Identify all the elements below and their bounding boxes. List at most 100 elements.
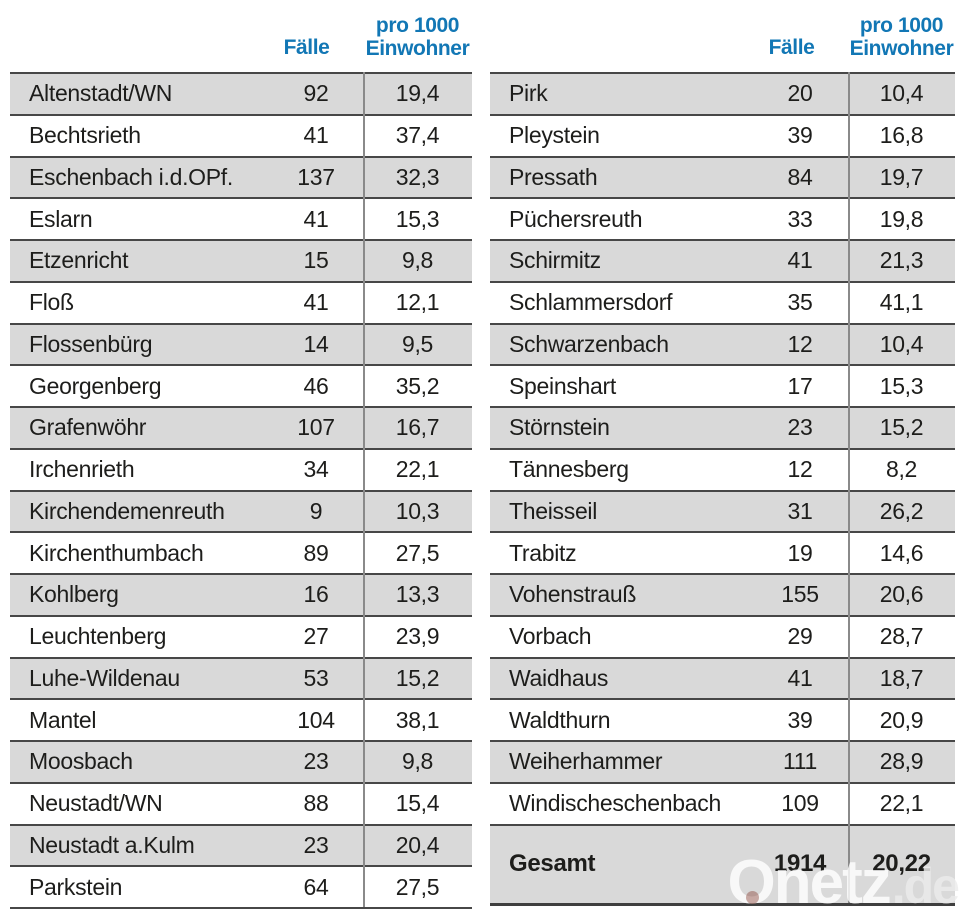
municipality-name: Eslarn [29, 205, 93, 232]
municipality-name: Leuchtenberg [29, 623, 167, 650]
pro1000-value: 10,4 [879, 330, 924, 357]
municipality-name: Neustadt/WN [29, 790, 163, 817]
table-row: Windischeschenbach 109 22,1 [490, 781, 955, 824]
pro1000-value: 32,3 [395, 163, 440, 190]
pro1000-value: 21,3 [879, 247, 924, 274]
municipality-name: Windischeschenbach [509, 790, 721, 817]
municipality-name: Kirchendemenreuth [29, 497, 225, 524]
faelle-value: 12 [787, 456, 813, 483]
pro1000-value: 19,7 [879, 163, 924, 190]
column-divider [848, 72, 850, 903]
table-row: Pressath 84 19,7 [490, 155, 955, 198]
municipality-name: Flossenbürg [29, 330, 153, 357]
municipality-name: Kohlberg [29, 581, 119, 608]
faelle-value: 39 [787, 122, 813, 149]
pro1000-value: 37,4 [395, 122, 440, 149]
faelle-value: 12 [787, 330, 813, 357]
pro1000-column-header: pro 1000 Einwohner [848, 14, 955, 60]
municipality-name: Parkstein [29, 873, 123, 900]
faelle-value: 15 [303, 247, 329, 274]
municipality-name: Bechtsrieth [29, 122, 141, 149]
table-row: Kohlberg 16 13,3 [10, 573, 472, 615]
municipality-name: Püchersreuth [509, 205, 643, 232]
pro1000-value: 9,8 [401, 748, 434, 775]
table-row: Kirchenthumbach 89 27,5 [10, 531, 472, 573]
municipality-name: Grafenwöhr [29, 414, 147, 441]
municipality-name: Floß [29, 289, 74, 316]
pro1000-value: 10,4 [879, 80, 924, 107]
faelle-value: 33 [787, 205, 813, 232]
table-row: Altenstadt/WN 92 19,4 [10, 72, 472, 114]
faelle-value: 14 [303, 330, 329, 357]
table-row: Eslarn 41 15,3 [10, 197, 472, 239]
municipality-name: Tännesberg [509, 456, 629, 483]
municipality-name: Trabitz [509, 539, 577, 566]
pro1000-value: 19,4 [395, 80, 440, 107]
faelle-value: 84 [787, 163, 813, 190]
municipality-name: Kirchenthumbach [29, 539, 204, 566]
pro1000-value: 15,2 [879, 414, 924, 441]
pro1000-value: 9,8 [401, 247, 434, 274]
pro1000-header-line1: pro 1000 [859, 14, 944, 37]
table-row: Püchersreuth 33 19,8 [490, 197, 955, 239]
faelle-value: 41 [787, 247, 813, 274]
municipalities-table-left: Altenstadt/WN 92 19,4 Bechtsrieth 41 37,4 Esch… [10, 72, 472, 909]
pro1000-value: 20,6 [879, 581, 924, 608]
table-row: Neustadt a.Kulm 23 20,4 [10, 823, 472, 866]
faelle-value: 29 [787, 623, 813, 650]
faelle-value: 41 [303, 122, 329, 149]
table-row: Kirchendemenreuth 9 10,3 [10, 489, 472, 532]
faelle-value: 53 [303, 664, 329, 691]
pro1000-header-line1: pro 1000 [375, 14, 460, 37]
pro1000-value: 28,7 [879, 623, 924, 650]
table-row: Mantel 104 38,1 [10, 698, 472, 740]
table-row: Störnstein 23 15,2 [490, 406, 955, 448]
faelle-value: 92 [303, 80, 329, 107]
table-row: Bechtsrieth 41 37,4 [10, 113, 472, 156]
table-row: Leuchtenberg 27 23,9 [10, 614, 472, 657]
municipality-name: Irchenrieth [29, 456, 135, 483]
municipality-name: Vorbach [509, 623, 592, 650]
faelle-value: 19 [787, 539, 813, 566]
municipality-name: Speinshart [509, 372, 616, 399]
municipality-name: Pressath [509, 163, 598, 190]
left-table-header: Fälle pro 1000 Einwohner [10, 0, 472, 72]
pro1000-value: 15,2 [395, 664, 440, 691]
pro1000-value: 27,5 [395, 539, 440, 566]
municipality-name: Moosbach [29, 748, 133, 775]
faelle-value: 9 [309, 497, 323, 524]
total-label: Gesamt [509, 850, 596, 877]
municipality-name: Waidhaus [509, 664, 609, 691]
pro1000-value: 12,1 [395, 289, 440, 316]
total-row: Gesamt 1914 20,22 [490, 823, 955, 903]
faelle-value: 39 [787, 706, 813, 733]
table-row: Pirk 20 10,4 [490, 72, 955, 114]
faelle-value: 23 [303, 748, 329, 775]
column-divider [363, 72, 365, 907]
pro1000-value: 10,3 [395, 497, 440, 524]
faelle-value: 31 [787, 497, 813, 524]
table-row: Weiherhammer 111 28,9 [490, 740, 955, 782]
faelle-value: 46 [303, 372, 329, 399]
pro1000-value: 14,6 [879, 539, 924, 566]
municipality-name: Etzenricht [29, 247, 129, 274]
municipality-name: Pleystein [509, 122, 600, 149]
municipality-name: Georgenberg [29, 372, 162, 399]
table-row: Speinshart 17 15,3 [490, 364, 955, 406]
faelle-value: 109 [781, 790, 819, 817]
pro1000-header-line2: Einwohner [365, 37, 470, 60]
municipality-name: Schlammersdorf [509, 289, 673, 316]
pro1000-value: 41,1 [879, 289, 924, 316]
pro1000-value: 28,9 [879, 748, 924, 775]
table-row: Pleystein 39 16,8 [490, 113, 955, 156]
table-row: Georgenberg 46 35,2 [10, 364, 472, 406]
faelle-value: 34 [303, 456, 329, 483]
faelle-value: 88 [303, 790, 329, 817]
pro1000-value: 22,1 [879, 790, 924, 817]
faelle-value: 35 [787, 289, 813, 316]
table-row: Floß 41 12,1 [10, 280, 472, 323]
table-row: Theisseil 31 26,2 [490, 489, 955, 532]
right-table-header: Fälle pro 1000 Einwohner [490, 0, 955, 72]
faelle-value: 155 [781, 581, 819, 608]
faelle-value: 23 [303, 831, 329, 858]
